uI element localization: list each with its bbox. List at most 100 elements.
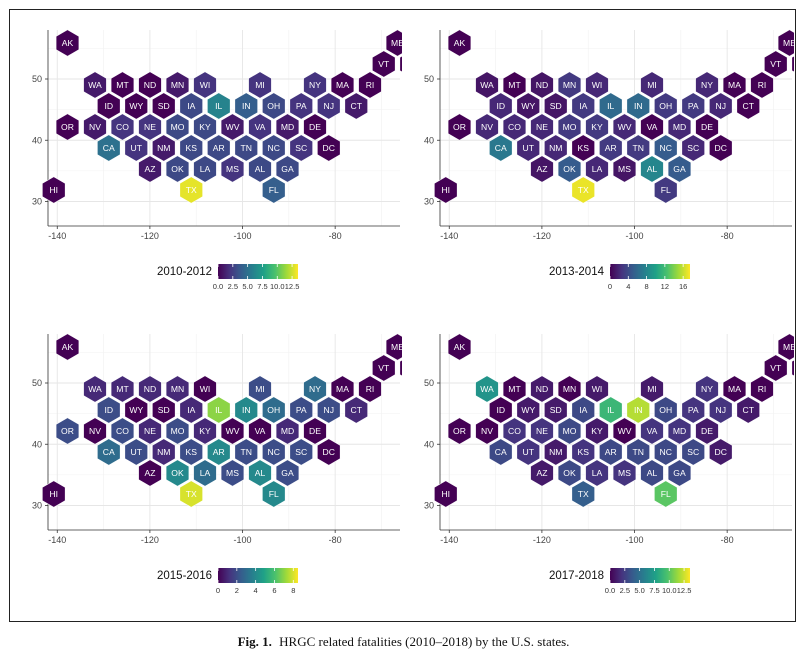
hex-state-label: NY (309, 80, 321, 90)
hex-ok: OK (165, 459, 190, 487)
hex-fl: FL (654, 176, 678, 204)
hex-shape (138, 155, 162, 183)
hex-state-label: IL (215, 405, 222, 415)
hex-state-label: AL (255, 468, 266, 478)
hex-shape (695, 113, 719, 141)
hex-ut: UT (124, 134, 148, 162)
hex-shape (372, 50, 396, 78)
hex-shape (750, 375, 774, 403)
hex-wy: WY (516, 396, 540, 424)
hex-state-label: CT (351, 101, 363, 111)
hex-shape (97, 134, 121, 162)
hex-nm: NM (152, 134, 176, 162)
hex-va: VA (248, 113, 272, 141)
hex-shape (110, 417, 135, 445)
hex-state-label: AR (213, 447, 225, 457)
hex-ut: UT (516, 134, 540, 162)
hex-oh: OH (654, 396, 678, 424)
legend-tick-label: 5.0 (242, 282, 252, 291)
hex-ma: MA (722, 71, 747, 99)
hex-nj: NJ (709, 92, 733, 120)
hex-shape (626, 134, 650, 162)
hex-state-label: VT (770, 59, 782, 69)
hex-sd: SD (544, 92, 568, 120)
hex-shape (358, 375, 382, 403)
hex-shape (179, 396, 203, 424)
hex-state-label: MN (171, 80, 184, 90)
hex-shape (585, 459, 609, 487)
hex-state-label: IA (579, 101, 587, 111)
hex-ks: KS (571, 438, 595, 466)
hex-state-label: NY (701, 80, 713, 90)
hex-state-label: OR (453, 122, 466, 132)
hex-state-label: IA (187, 405, 195, 415)
y-tick-label: 30 (32, 197, 42, 207)
hex-state-label: MD (281, 426, 294, 436)
hex-shape (502, 375, 527, 403)
x-tick-label: -140 (440, 535, 458, 545)
hex-md: MD (275, 417, 300, 445)
hex-ga: GA (275, 459, 300, 487)
hex-state-label: HI (441, 489, 450, 499)
hex-shape (654, 92, 678, 120)
hex-state-label: MA (336, 80, 349, 90)
hex-state-label: TX (186, 185, 197, 195)
hex-shape (447, 417, 472, 445)
hex-shape (289, 134, 313, 162)
hex-ne: NE (530, 417, 554, 445)
legend-tick-label: 12 (661, 282, 669, 291)
hex-state-label: NJ (715, 405, 726, 415)
hex-shape (654, 396, 678, 424)
hex-shape (599, 438, 623, 466)
hex-vt: VT (372, 354, 396, 382)
hex-shape (179, 134, 203, 162)
hex-shape (654, 438, 678, 466)
hex-state-label: KS (186, 447, 198, 457)
hex-ms: MS (612, 155, 637, 183)
hex-ny: NY (303, 375, 327, 403)
hex-shape (640, 71, 664, 99)
hex-va: VA (640, 113, 664, 141)
hex-sc: SC (289, 438, 313, 466)
hex-state-label: RI (366, 384, 375, 394)
hex-state-label: WI (592, 80, 603, 90)
hex-shape (530, 375, 554, 403)
hex-state-label: PA (296, 405, 307, 415)
hex-mi: MI (248, 71, 272, 99)
hex-ct: CT (736, 92, 760, 120)
hex-md: MD (667, 417, 692, 445)
hex-tx: TX (179, 176, 203, 204)
hex-state-label: OK (171, 164, 184, 174)
hex-state-label: UT (131, 447, 143, 457)
hex-shape (83, 375, 107, 403)
hex-shape (489, 438, 513, 466)
hex-or: OR (447, 417, 472, 445)
hex-tn: TN (626, 438, 650, 466)
hex-shape (83, 71, 107, 99)
hex-state-label: WI (592, 384, 603, 394)
legend-title: 2017-2018 (549, 570, 604, 582)
hex-state-label: IL (607, 101, 614, 111)
hex-shape (207, 134, 231, 162)
hex-shape (571, 438, 595, 466)
hex-shape (667, 459, 692, 487)
hex-fl: FL (654, 480, 678, 508)
hex-state-label: FL (661, 489, 671, 499)
hex-shape (571, 480, 595, 508)
hex-state-label: ND (144, 384, 156, 394)
hex-state-label: VA (647, 122, 658, 132)
hex-state-label: HI (441, 185, 450, 195)
x-tick-label: -120 (141, 231, 159, 241)
hex-shape (475, 417, 499, 445)
hex-nm: NM (544, 134, 568, 162)
hex-state-label: AL (647, 468, 658, 478)
hex-state-label: NJ (323, 405, 334, 415)
hex-hi: HI (434, 176, 458, 204)
hex-shape (516, 92, 540, 120)
hex-state-label: LA (592, 164, 603, 174)
legend-tick-label: 0.0 (213, 282, 223, 291)
hex-tx: TX (179, 480, 203, 508)
hex-wi: WI (193, 375, 217, 403)
state-hexagons: AKMEVTNHWAMTNDMNWIMINYMARIIDWYSDIAILINOH… (42, 333, 423, 508)
legend-tick-label: 4 (254, 586, 258, 595)
